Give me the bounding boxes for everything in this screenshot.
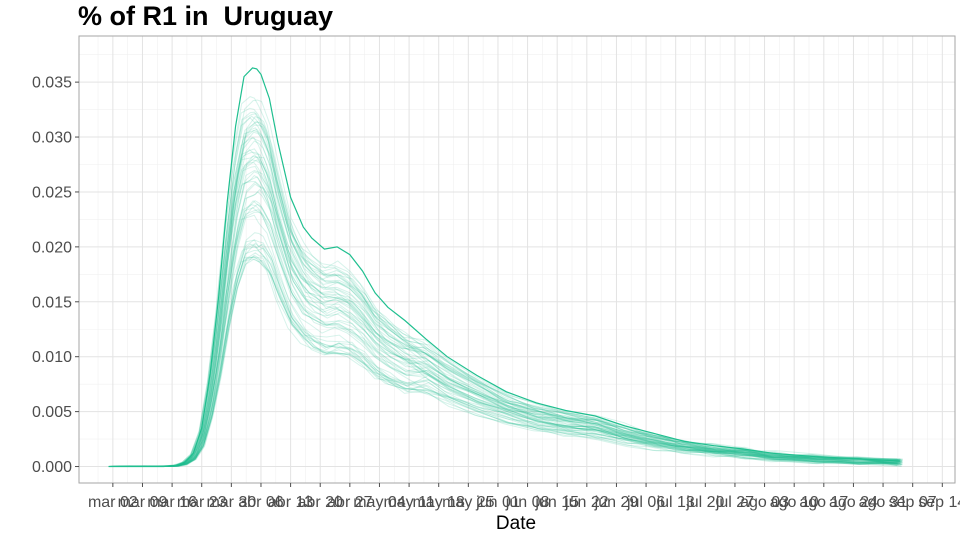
- x-tick-label: jun 22: [564, 494, 609, 511]
- simulation-line: [108, 183, 903, 467]
- simulation-line: [108, 256, 901, 467]
- simulation-line: [108, 258, 900, 468]
- simulation-line: [108, 156, 903, 467]
- x-tick-label: ago 10: [770, 494, 819, 511]
- x-tick-label: jul 13: [656, 494, 695, 511]
- simulation-line: [108, 232, 903, 467]
- simulation-line: [108, 256, 902, 468]
- panel-border: [78, 35, 956, 484]
- panel-frame: [78, 35, 956, 484]
- x-tick-label: mar 30: [206, 494, 256, 511]
- simulation-line: [108, 121, 903, 467]
- x-tick-label: may 25: [442, 494, 495, 511]
- x-tick-label: ago 17: [799, 494, 848, 511]
- x-tick-label: abr 06: [238, 494, 283, 511]
- simulation-line: [108, 214, 898, 468]
- simulation-line: [108, 181, 899, 467]
- x-tick-label: may 04: [353, 494, 406, 511]
- simulation-line: [108, 124, 902, 468]
- simulation-line: [108, 243, 902, 468]
- x-tick-label: ago 03: [740, 494, 789, 511]
- simulation-line: [108, 181, 903, 467]
- x-tick-label: abr 20: [298, 494, 343, 511]
- simulation-line: [108, 159, 901, 468]
- x-tick-label: jun 01: [475, 494, 520, 511]
- simulation-line: [108, 204, 899, 468]
- simulation-line: [108, 151, 900, 467]
- simulation-line: [108, 188, 903, 467]
- simulation-line: [108, 137, 898, 468]
- x-tick-label: jul 06: [626, 494, 665, 511]
- y-tick-label: 0.015: [32, 294, 72, 311]
- simulation-line: [108, 258, 902, 468]
- y-tick-label: 0.030: [32, 130, 72, 147]
- simulation-line: [108, 243, 898, 467]
- simulation-line: [108, 199, 903, 468]
- simulation-line: [108, 203, 901, 468]
- x-tick-label: sep 14: [918, 494, 960, 511]
- simulation-line: [108, 200, 901, 467]
- simulation-line: [108, 255, 898, 468]
- simulation-line: [108, 165, 899, 468]
- simulation-line: [108, 128, 901, 468]
- x-tick-label: jun 15: [534, 494, 579, 511]
- main-series: [108, 67, 901, 468]
- plot-panel: [79, 36, 955, 483]
- simulation-line: [108, 111, 898, 467]
- x-tick-label: abr 27: [327, 494, 372, 511]
- simulation-line: [108, 242, 903, 467]
- y-tick-label: 0.005: [32, 404, 72, 421]
- simulation-line: [108, 252, 903, 467]
- series-line: [108, 67, 901, 468]
- x-tick-label: jun 08: [505, 494, 550, 511]
- x-tick-label: jul 20: [685, 494, 724, 511]
- simulation-line: [108, 211, 903, 468]
- x-tick-label: ago 24: [829, 494, 878, 511]
- simulation-line: [108, 159, 900, 468]
- y-tick-label: 0.000: [32, 459, 72, 476]
- chart-title: % of R1 in Uruguay: [78, 1, 334, 31]
- x-tick-label: mar 09: [118, 494, 168, 511]
- simulation-line: [108, 176, 901, 467]
- simulation-line: [108, 191, 902, 468]
- simulation-line: [108, 116, 903, 468]
- simulation-line: [108, 254, 902, 467]
- x-tick-label: abr 13: [268, 494, 313, 511]
- simulation-line: [108, 206, 901, 467]
- x-tick-label: may 11: [383, 494, 434, 511]
- simulation-line: [108, 107, 898, 467]
- x-tick-label: mar 02: [88, 494, 138, 511]
- x-tick-label: ago 31: [859, 494, 908, 511]
- y-tick-label: 0.010: [32, 349, 72, 366]
- x-tick-label: jul 27: [715, 494, 754, 511]
- simulation-line: [108, 244, 901, 468]
- x-tick-label: mar 23: [177, 494, 227, 511]
- simulation-line: [108, 148, 898, 467]
- y-tick-label: 0.025: [32, 184, 72, 201]
- simulation-line: [108, 239, 902, 468]
- x-tick-label: sep 07: [889, 494, 937, 511]
- simulation-line: [108, 140, 902, 467]
- simulation-line: [108, 155, 901, 468]
- simulation-line: [108, 169, 902, 468]
- simulation-line: [108, 131, 902, 468]
- simulation-line: [108, 171, 902, 467]
- simulation-line: [108, 239, 903, 467]
- x-axis-title: Date: [496, 513, 536, 534]
- simulation-line: [108, 116, 898, 467]
- simulation-line: [108, 99, 901, 467]
- x-tick-label: mar 16: [147, 494, 197, 511]
- y-tick-label: 0.035: [32, 75, 72, 92]
- simulation-line: [108, 137, 900, 468]
- simulation-line: [108, 120, 901, 467]
- x-tick-label: jun 29: [594, 494, 639, 511]
- y-tick-label: 0.020: [32, 239, 72, 256]
- simulation-line: [108, 249, 902, 468]
- simulation-line: [108, 130, 902, 467]
- y-axis: 0.000 0.005 0.010 0.015 0.020 0.025 0.030 0.035: [32, 75, 79, 476]
- x-tick-label: may 18: [412, 494, 465, 511]
- simulation-line: [108, 209, 902, 467]
